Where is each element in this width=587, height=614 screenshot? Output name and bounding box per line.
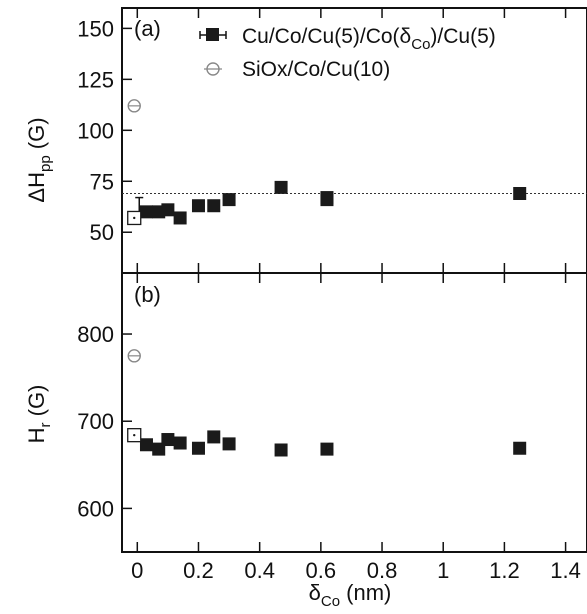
panel-b-point-s1-0-dot — [133, 433, 136, 437]
panel-a-ytick-label-75: 75 — [90, 169, 114, 194]
panel-b-point-s0-9 — [513, 441, 527, 455]
panel-b-label: (b) — [134, 282, 161, 307]
x-tick-label-7: 1.4 — [550, 558, 581, 583]
panel-b-point-s0-8 — [320, 442, 334, 456]
panel-b-ytick-label-800: 800 — [77, 322, 114, 347]
panel-a-point-s0-4 — [191, 199, 205, 213]
panel-a-point-s0-6 — [222, 193, 236, 207]
legend-entry-2: SiOx/Co/Cu(10) — [204, 58, 390, 81]
panel-a-point-s0-7 — [274, 180, 288, 194]
panel-b-point-s0-5 — [207, 430, 221, 444]
panel-b: (b) Hr (G) 600 700 800 — [24, 272, 587, 553]
panel-a: (a) ΔHpp (G) 50 75 100 125 150 Cu/Co/Cu(5)/C… — [24, 7, 587, 274]
x-tick-label-0: 0 — [131, 558, 143, 583]
panel-b-point-s0-0 — [139, 438, 153, 452]
x-ticks: 0 0.2 0.4 0.6 0.8 1 1.2 1.4 — [131, 558, 581, 583]
panel-b-ytick-label-700: 700 — [77, 409, 114, 434]
panel-a-point-s0-9 — [320, 191, 334, 205]
panel-a-point-s1-0-dot — [133, 216, 136, 220]
x-tick-label-6: 1.2 — [489, 558, 520, 583]
x-tick-label-5: 1 — [437, 558, 449, 583]
panel-a-point-s2-0 — [127, 99, 141, 113]
x-tick-label-3: 0.6 — [306, 558, 337, 583]
panel-a-point-s0-2 — [161, 203, 175, 217]
legend-marker-2 — [206, 62, 220, 76]
panel-a-point-s0-3 — [173, 211, 187, 225]
x-axis: 0 0.2 0.4 0.6 0.8 1 1.2 1.4 δCo (nm) — [131, 558, 581, 610]
panel-b-point-s0-6 — [222, 437, 236, 451]
panel-b-point-s2-0 — [127, 349, 141, 363]
panel-a-point-s0-0 — [139, 205, 153, 219]
panel-a-ylabel: ΔHpp (G) — [24, 117, 54, 202]
legend-entry-1: Cu/Co/Cu(5)/Co(δCo)/Cu(5) — [199, 25, 496, 53]
panel-b-point-s0-3 — [173, 436, 187, 450]
panel-a-label: (a) — [134, 16, 161, 41]
panel-b-ylabel: Hr (G) — [24, 385, 54, 444]
panel-b-point-s0-2 — [161, 433, 175, 447]
legend-marker-1 — [206, 28, 219, 41]
x-tick-label-1: 0.2 — [183, 558, 214, 583]
panel-a-point-s0-10 — [513, 187, 527, 200]
panel-a-ytick-label-100: 100 — [77, 118, 114, 143]
legend-text-2: SiOx/Co/Cu(10) — [242, 58, 390, 81]
x-axis-label: δCo (nm) — [309, 580, 392, 610]
legend-text-1: Cu/Co/Cu(5)/Co(δCo)/Cu(5) — [242, 25, 496, 53]
panel-a-point-s0-5 — [207, 199, 221, 213]
panel-b-ticks: 600 700 800 — [77, 273, 567, 552]
panel-a-ytick-label-125: 125 — [77, 67, 114, 92]
panel-a-ytick-label-150: 150 — [77, 16, 114, 41]
panel-b-point-s0-4 — [191, 441, 205, 455]
panel-b-ytick-label-600: 600 — [77, 496, 114, 521]
panel-a-ticks: 50 75 100 125 150 — [77, 8, 567, 273]
panel-a-marks — [127, 99, 527, 226]
legend: Cu/Co/Cu(5)/Co(δCo)/Cu(5) SiOx/Co/Cu(10) — [199, 25, 496, 81]
x-tick-label-4: 0.8 — [367, 558, 398, 583]
panel-b-point-s0-7 — [274, 443, 288, 457]
x-tick-label-2: 0.4 — [244, 558, 275, 583]
panel-b-marks — [127, 349, 527, 457]
panel-b-frame — [121, 272, 587, 553]
panel-a-ytick-label-50: 50 — [90, 220, 114, 245]
